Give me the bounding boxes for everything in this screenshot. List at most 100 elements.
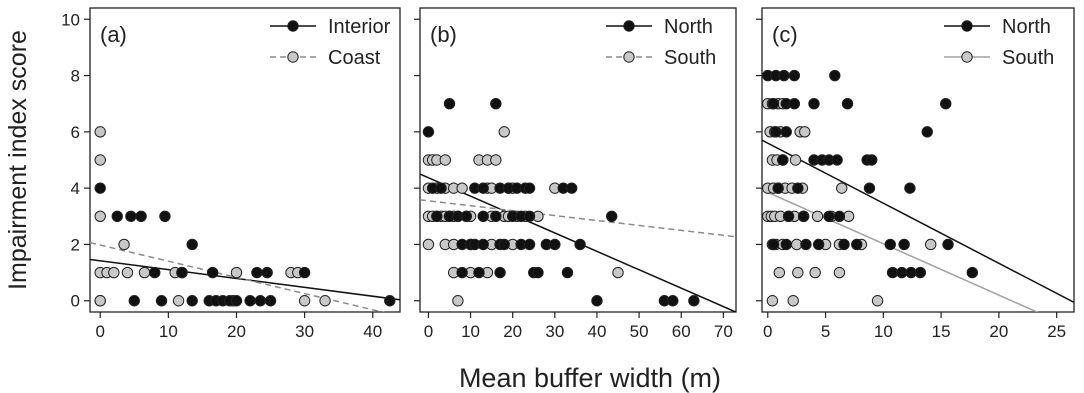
- data-point-interior: [111, 210, 123, 222]
- data-point-north: [477, 210, 489, 222]
- data-point-interior: [128, 295, 140, 307]
- data-point-south: [498, 126, 510, 138]
- data-point-coast: [121, 266, 134, 279]
- x-axis-label: Mean buffer width (m): [459, 363, 721, 393]
- data-point-north: [477, 238, 489, 251]
- x-tick-label: 0: [763, 322, 772, 341]
- plot-frame: [89, 7, 401, 313]
- y-axis-label: Impairment index score: [4, 30, 32, 290]
- data-point-north: [940, 98, 952, 110]
- y-tick-label: 4: [71, 179, 80, 198]
- data-point-south: [439, 154, 451, 166]
- data-point-interior: [264, 295, 277, 307]
- data-point-north: [477, 182, 489, 194]
- panel-label: (b): [430, 22, 457, 47]
- data-point-interior: [251, 266, 263, 279]
- plot-frame: [419, 7, 737, 313]
- data-point-north: [966, 266, 979, 279]
- x-tick-label: 25: [1047, 322, 1066, 341]
- data-point-interior: [298, 266, 311, 279]
- data-point-north: [431, 210, 443, 222]
- data-point-interior: [125, 210, 137, 222]
- data-point-north: [473, 266, 485, 279]
- x-tick-label: 50: [630, 322, 649, 341]
- data-point-north: [866, 154, 878, 166]
- legend-marker: [961, 20, 973, 32]
- data-point-north: [574, 238, 586, 251]
- data-point-north: [780, 126, 792, 138]
- data-point-south: [925, 238, 937, 251]
- data-point-north: [667, 295, 679, 307]
- data-point-north: [772, 182, 784, 194]
- data-point-north: [498, 238, 510, 251]
- x-tick-label: 20: [989, 322, 1008, 341]
- data-point-north: [422, 126, 435, 138]
- x-tick-label: 0: [424, 322, 433, 341]
- y-tick-label: 6: [71, 123, 80, 142]
- data-point-north: [792, 182, 804, 194]
- data-point-interior: [384, 295, 396, 307]
- x-tick-label: 20: [503, 322, 522, 341]
- x-tick-label: 10: [159, 322, 178, 341]
- data-point-interior: [230, 295, 243, 307]
- fit-line-south: [762, 189, 1039, 312]
- data-point-north: [561, 266, 574, 279]
- data-point-north: [904, 182, 916, 194]
- data-point-north: [898, 238, 910, 251]
- data-point-interior: [159, 210, 171, 222]
- y-tick-label: 0: [71, 292, 80, 311]
- fit-line-interior: [90, 258, 400, 301]
- data-point-south: [452, 295, 464, 307]
- data-point-south: [811, 210, 824, 222]
- x-tick-label: 40: [363, 322, 382, 341]
- data-point-coast: [108, 266, 120, 279]
- data-point-north: [523, 210, 536, 222]
- legend-marker: [623, 20, 635, 32]
- x-tick-label: 15: [932, 322, 951, 341]
- legend-label: South: [1002, 47, 1054, 69]
- legend-label: Interior: [328, 16, 391, 38]
- data-point-north: [443, 98, 456, 110]
- data-point-north: [914, 266, 927, 279]
- data-point-south: [792, 266, 804, 279]
- data-point-north: [767, 238, 780, 251]
- data-point-interior: [186, 238, 198, 251]
- data-point-coast: [138, 266, 151, 279]
- data-point-north: [812, 238, 825, 251]
- data-point-north: [494, 266, 506, 279]
- data-point-south: [456, 182, 468, 194]
- legend-label: Coast: [328, 47, 381, 69]
- data-point-interior: [254, 295, 267, 307]
- data-point-south: [809, 266, 821, 279]
- data-point-north: [921, 126, 933, 138]
- legend-marker: [287, 20, 299, 32]
- fit-line-coast: [90, 241, 386, 312]
- plot-frame: [761, 7, 1075, 313]
- data-point-coast: [94, 126, 106, 138]
- data-point-north: [884, 238, 896, 251]
- panel-3: 0 5 10 15 20 25 (c) North South: [756, 7, 1075, 341]
- y-tick-label: 10: [61, 10, 80, 29]
- data-point-north: [606, 210, 618, 222]
- legend-label: South: [664, 47, 716, 69]
- data-point-north: [788, 69, 801, 82]
- data-point-coast: [94, 210, 106, 222]
- x-tick-label: 10: [461, 322, 480, 341]
- panel-2: 0 10 20 30 40 50 60 70 (b) North South: [414, 7, 737, 341]
- data-point-north: [841, 98, 854, 110]
- data-point-north: [770, 126, 782, 138]
- data-point-coast: [94, 295, 106, 307]
- data-point-north: [808, 98, 820, 110]
- x-tick-label: 0: [95, 322, 104, 341]
- legend-marker: [287, 51, 299, 63]
- data-point-coast: [298, 295, 311, 307]
- data-point-north: [688, 295, 700, 307]
- panel-1: 0 10 20 30 40 0 2 4 6 8 10 (a) Interior Coast: [61, 7, 401, 341]
- data-point-north: [788, 98, 801, 110]
- data-point-south: [766, 295, 779, 307]
- fit-line-south: [420, 199, 736, 238]
- y-tick-label: 2: [71, 235, 80, 254]
- data-point-interior: [149, 266, 161, 279]
- data-point-north: [800, 238, 812, 251]
